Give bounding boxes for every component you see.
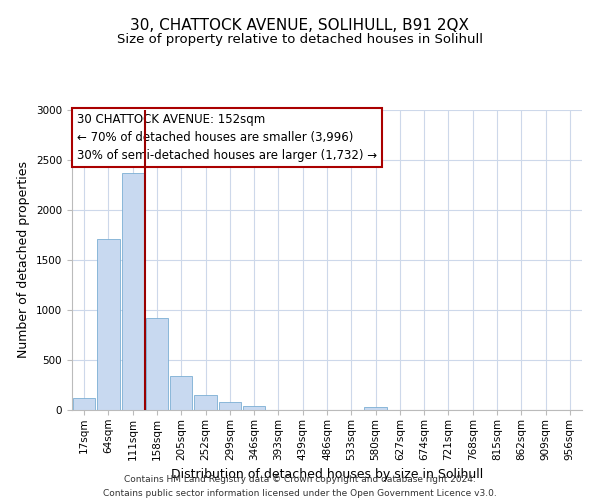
Bar: [122, 173, 144, 410]
Bar: [97, 239, 119, 410]
Text: 30, CHATTOCK AVENUE, SOLIHULL, B91 2QX: 30, CHATTOCK AVENUE, SOLIHULL, B91 2QX: [131, 18, 470, 32]
Text: 30 CHATTOCK AVENUE: 152sqm
← 70% of detached houses are smaller (3,996)
30% of s: 30 CHATTOCK AVENUE: 152sqm ← 70% of deta…: [77, 113, 377, 162]
Bar: [73, 398, 95, 410]
Text: Contains HM Land Registry data © Crown copyright and database right 2024.
Contai: Contains HM Land Registry data © Crown c…: [103, 476, 497, 498]
Bar: [194, 394, 217, 410]
Bar: [170, 376, 193, 410]
Bar: [243, 406, 265, 410]
Bar: [364, 407, 387, 410]
X-axis label: Distribution of detached houses by size in Solihull: Distribution of detached houses by size …: [171, 468, 483, 481]
Text: Size of property relative to detached houses in Solihull: Size of property relative to detached ho…: [117, 32, 483, 46]
Y-axis label: Number of detached properties: Number of detached properties: [17, 162, 31, 358]
Bar: [146, 318, 168, 410]
Bar: [218, 402, 241, 410]
